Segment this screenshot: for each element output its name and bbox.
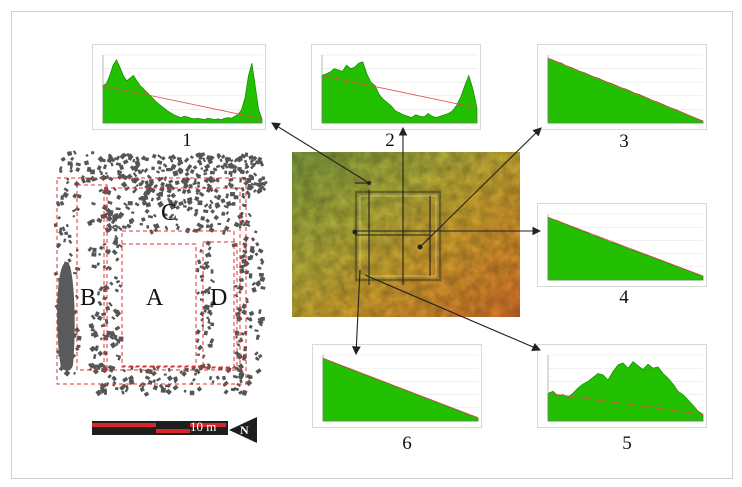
profile-plot-4 bbox=[547, 213, 704, 281]
profile-trend-line-4 bbox=[547, 216, 704, 277]
profile-number-2: 2 bbox=[385, 130, 395, 151]
profile-trend-line-1 bbox=[102, 85, 263, 120]
profile-trend-line-2 bbox=[321, 75, 478, 109]
profile-number-6: 6 bbox=[402, 433, 412, 454]
outer-enclosure-boundary bbox=[56, 177, 247, 385]
profile-chart-6 bbox=[312, 344, 482, 428]
zone-label-b: B bbox=[80, 285, 97, 311]
arrow-to-profile-3 bbox=[419, 127, 542, 248]
north-label: N bbox=[240, 423, 249, 437]
figure-border bbox=[11, 11, 733, 479]
profile-chart-5 bbox=[537, 344, 707, 428]
profile-trend-line-3 bbox=[547, 58, 704, 122]
profile-plot-3 bbox=[547, 54, 704, 124]
shaded-relief-map bbox=[292, 152, 520, 317]
scale-bar bbox=[92, 421, 228, 435]
profile-trend-line-6 bbox=[322, 357, 479, 419]
profile-number-1: 1 bbox=[182, 130, 192, 151]
profile-number-3: 3 bbox=[619, 131, 629, 152]
profile-plot-6 bbox=[322, 354, 479, 422]
profile-trend-line-5 bbox=[547, 392, 704, 415]
profile-plot-1 bbox=[102, 54, 263, 124]
zone-label-c: C bbox=[161, 200, 178, 226]
scale-label: 10 m bbox=[190, 419, 217, 434]
profile-chart-4 bbox=[537, 203, 707, 287]
profile-chart-1 bbox=[92, 44, 266, 130]
zone-b-boundary bbox=[76, 184, 108, 371]
profile-number-4: 4 bbox=[619, 287, 629, 308]
profile-plot-5 bbox=[547, 354, 704, 422]
profile-chart-3 bbox=[537, 44, 707, 130]
zone-label-d: D bbox=[210, 285, 228, 311]
inner-enclosure-boundary bbox=[103, 187, 241, 371]
profile-plot-2 bbox=[321, 54, 478, 124]
north-arrow-icon bbox=[229, 417, 257, 443]
arrow-to-profile-1 bbox=[271, 122, 370, 184]
zone-d-boundary bbox=[202, 241, 238, 369]
stone-slab bbox=[57, 262, 75, 371]
profile-area-5 bbox=[547, 361, 704, 422]
profile-chart-2 bbox=[311, 44, 481, 130]
zone-a-boundary bbox=[121, 243, 197, 367]
profile-number-5: 5 bbox=[622, 433, 632, 454]
arrow-to-profile-5 bbox=[364, 274, 542, 352]
zone-label-a: A bbox=[146, 285, 164, 311]
profile-area-1 bbox=[102, 59, 263, 124]
arrow-to-profile-6 bbox=[351, 269, 361, 356]
